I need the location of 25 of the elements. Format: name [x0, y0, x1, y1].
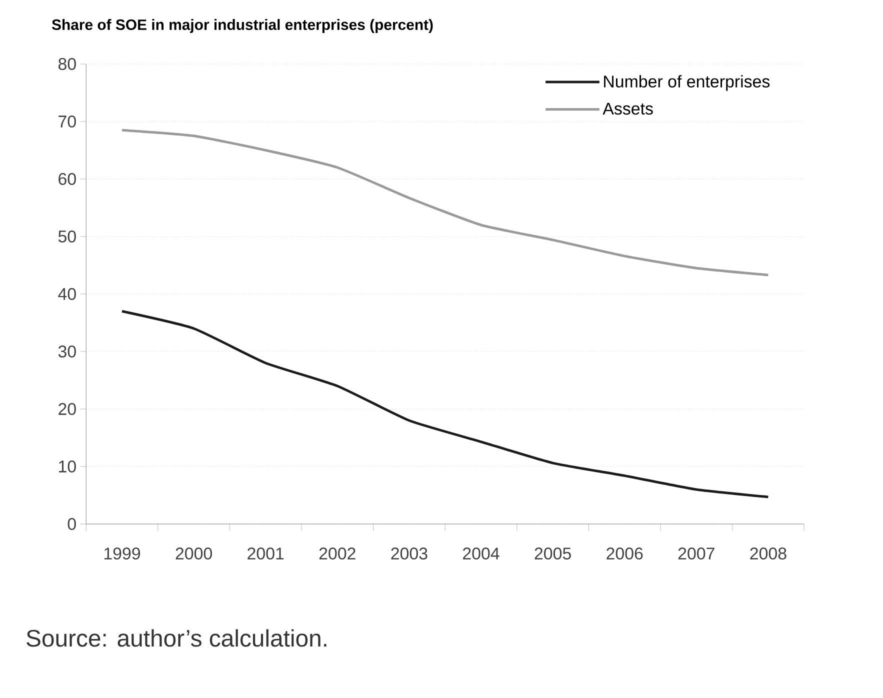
y-tick-label: 80 — [58, 58, 76, 70]
legend-label: Number of enterprises — [604, 75, 770, 91]
chart-title: Share of SOE in major industrial enterprises (percent) — [52, 19, 433, 33]
x-tick-label: 2005 — [534, 548, 571, 560]
x-tick-label: 2000 — [176, 548, 212, 560]
x-tick-label: 2004 — [463, 548, 500, 560]
legend-label: Assets — [602, 102, 653, 115]
x-tick-label: 2008 — [750, 548, 786, 560]
x-tick-label: 2006 — [606, 548, 643, 560]
y-tick-label: 60 — [58, 173, 76, 185]
y-tick-label: 0 — [68, 518, 76, 530]
line-series — [120, 128, 770, 276]
x-tick-label: 2001 — [248, 548, 284, 560]
y-tick-label: 20 — [58, 403, 76, 415]
x-tick-label: 1999 — [104, 548, 140, 560]
line-series — [120, 310, 770, 498]
y-tick-label: 50 — [58, 230, 76, 242]
source-note: Source: author’s calculation. — [26, 629, 326, 647]
x-tick-label: 2007 — [678, 548, 714, 560]
y-tick-label: 70 — [58, 116, 76, 128]
x-tick-label: 2002 — [319, 548, 356, 560]
y-tick-label: 40 — [58, 288, 76, 300]
y-tick-label: 30 — [58, 346, 76, 358]
x-tick-label: 2003 — [391, 548, 428, 560]
y-tick-label: 10 — [59, 460, 76, 472]
